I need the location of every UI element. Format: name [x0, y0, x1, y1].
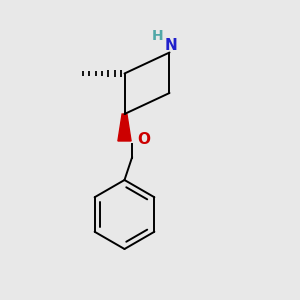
- Polygon shape: [118, 114, 131, 141]
- Text: O: O: [137, 132, 151, 147]
- Text: H: H: [152, 29, 163, 43]
- Text: N: N: [165, 38, 177, 52]
